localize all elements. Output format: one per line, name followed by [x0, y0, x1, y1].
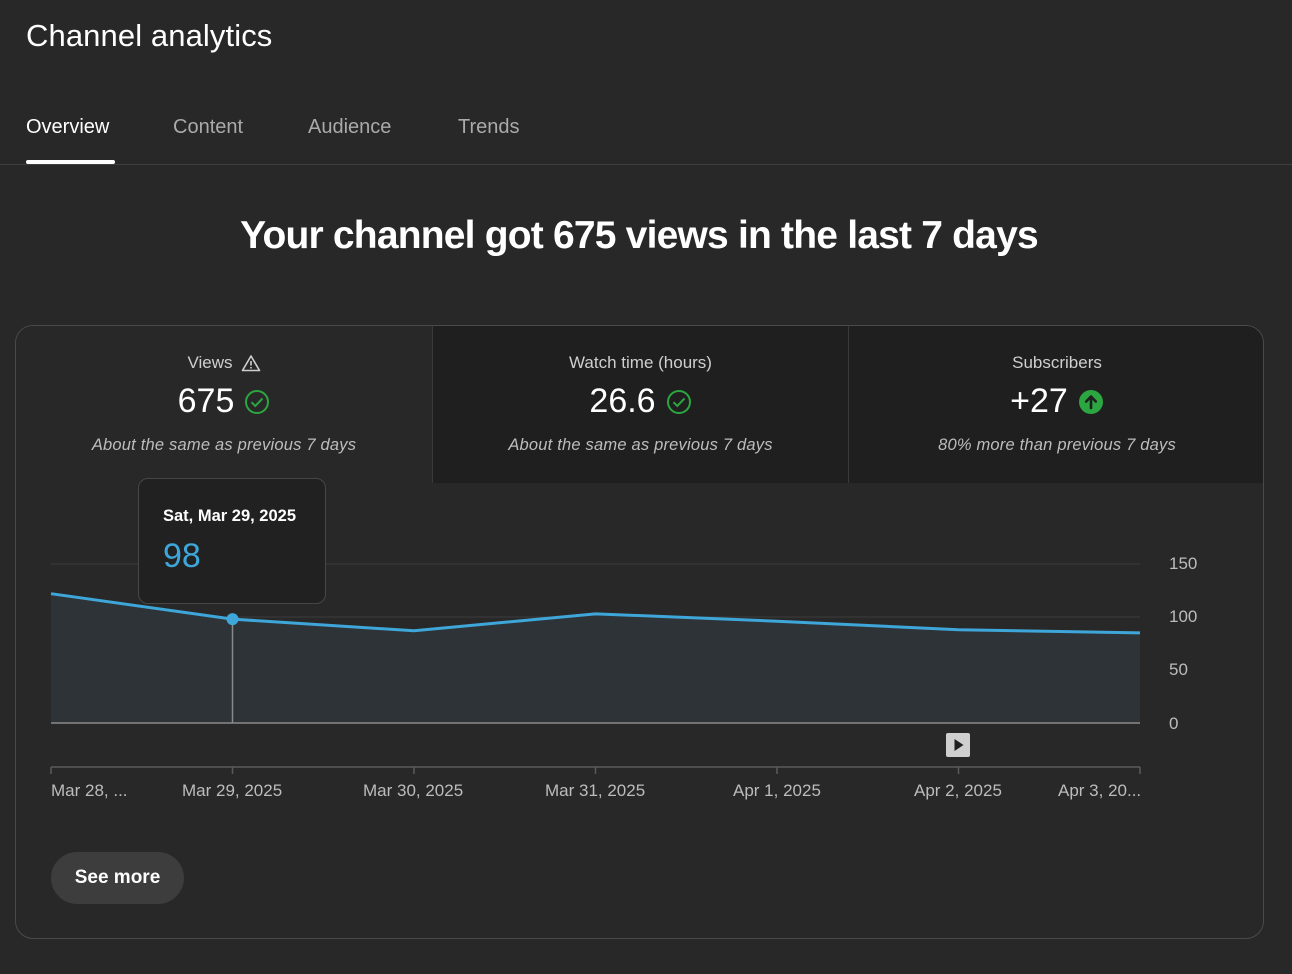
arrow-up-circle-icon — [1078, 389, 1104, 415]
check-circle-icon — [666, 389, 692, 415]
overview-card: Views 675 About the same as previous 7 d… — [15, 325, 1264, 939]
metric-watch-time[interactable]: Watch time (hours) 26.6 About the same a… — [432, 326, 848, 483]
metric-value: +27 — [1010, 382, 1068, 420]
metric-label: Watch time (hours) — [569, 353, 712, 372]
metric-tabs: Views 675 About the same as previous 7 d… — [16, 326, 1263, 483]
x-tick-label: Mar 31, 2025 — [545, 781, 646, 800]
tab-trends[interactable]: Trends — [458, 116, 520, 138]
summary-headline: Your channel got 675 views in the last 7… — [240, 214, 1039, 257]
tooltip-value: 98 — [163, 537, 201, 575]
active-tab-indicator — [26, 160, 115, 164]
x-tick-label: Mar 30, 2025 — [363, 781, 464, 800]
y-tick-label: 0 — [1169, 714, 1179, 733]
tab-audience[interactable]: Audience — [308, 116, 392, 138]
metric-value: 675 — [177, 382, 235, 420]
page-title: Channel analytics — [26, 18, 273, 53]
metric-note: About the same as previous 7 days — [91, 436, 357, 454]
x-tick-label: Mar 28, ... — [51, 781, 128, 800]
check-circle-icon — [244, 389, 270, 415]
tooltip-date: Sat, Mar 29, 2025 — [163, 507, 296, 525]
x-tick-label: Mar 29, 2025 — [182, 781, 283, 800]
metric-note: 80% more than previous 7 days — [938, 436, 1176, 454]
metric-label: Views — [187, 353, 233, 372]
video-publish-marker[interactable] — [946, 733, 970, 757]
warning-icon[interactable] — [241, 354, 261, 372]
x-tick-label: Apr 3, 20... — [1058, 781, 1142, 800]
metric-note: About the same as previous 7 days — [508, 436, 773, 454]
tab-content[interactable]: Content — [173, 116, 244, 138]
series-line — [50, 592, 1141, 635]
x-tick-label: Apr 2, 2025 — [914, 781, 1002, 800]
y-tick-label: 50 — [1169, 660, 1188, 679]
tab-bar: Overview Content Audience Trends — [0, 100, 1292, 165]
chart-tooltip: Sat, Mar 29, 2025 98 — [138, 478, 326, 604]
see-more-button[interactable]: See more — [51, 852, 184, 904]
metric-label: Subscribers — [1012, 353, 1102, 372]
tab-overview[interactable]: Overview — [26, 116, 110, 138]
play-icon — [954, 739, 964, 751]
x-tick-label: Apr 1, 2025 — [733, 781, 821, 800]
area-fill — [51, 593, 1140, 723]
metric-views[interactable]: Views 675 About the same as previous 7 d… — [16, 326, 432, 483]
y-tick-label: 150 — [1169, 554, 1198, 573]
metric-subscribers[interactable]: Subscribers +27 80% more than previous 7… — [848, 326, 1263, 483]
metric-value: 26.6 — [589, 382, 656, 420]
highlighted-data-point — [226, 613, 239, 626]
y-tick-label: 100 — [1169, 607, 1198, 626]
